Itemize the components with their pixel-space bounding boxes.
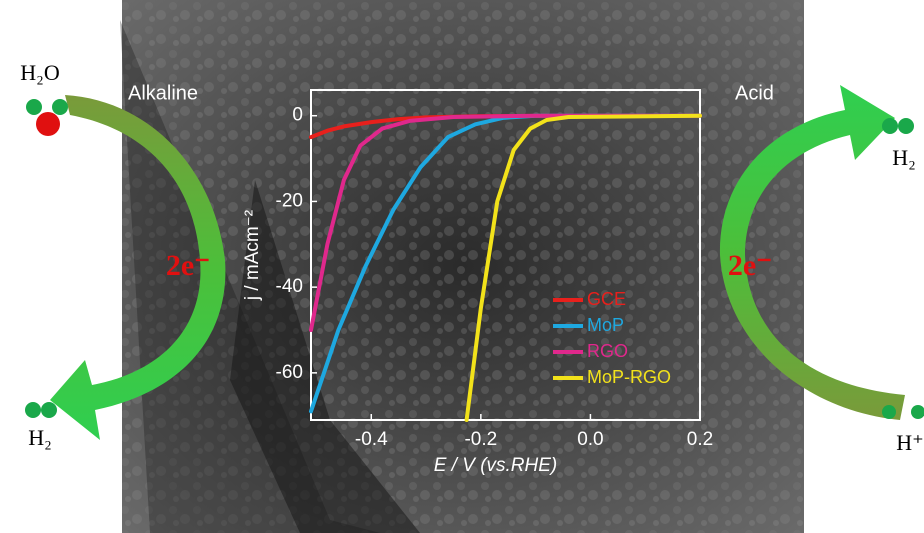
annotation: H⁺ — [896, 430, 924, 455]
annotation: H₂O — [20, 60, 59, 85]
legend-label: MoP — [587, 315, 624, 335]
molecule — [882, 405, 924, 419]
legend-label: MoP-RGO — [587, 367, 671, 387]
legend-label: RGO — [587, 341, 628, 361]
figure: Alkaline Acid 2e⁻ 2e⁻ H₂O H₂ H₂ H⁺ 0 -20 -40 -60 -0.… — [0, 0, 924, 533]
molecule — [26, 99, 68, 136]
y-axis-label: j / mAcm⁻² — [242, 210, 263, 301]
y-tick-label: -20 — [276, 190, 303, 211]
y-tick-label: -60 — [276, 362, 303, 383]
x-axis-label: E / V (vs.RHE) — [434, 455, 558, 476]
x-tick-label: -0.2 — [464, 429, 497, 450]
molecule — [25, 402, 57, 418]
x-tick-label: 0.2 — [687, 429, 713, 450]
molecule — [882, 118, 914, 134]
annotation: 2e⁻ — [166, 249, 210, 282]
annotation: Alkaline — [128, 82, 198, 104]
annotation: 2e⁻ — [728, 249, 772, 282]
annotation: H₂ — [28, 425, 52, 450]
y-tick-label: -40 — [276, 276, 303, 297]
annotation: H₂ — [892, 145, 916, 170]
y-tick-label: 0 — [292, 105, 303, 126]
annotation: Acid — [735, 82, 774, 104]
x-tick-label: 0.0 — [577, 429, 603, 450]
x-tick-label: -0.4 — [355, 429, 388, 450]
legend-label: GCE — [587, 289, 626, 309]
